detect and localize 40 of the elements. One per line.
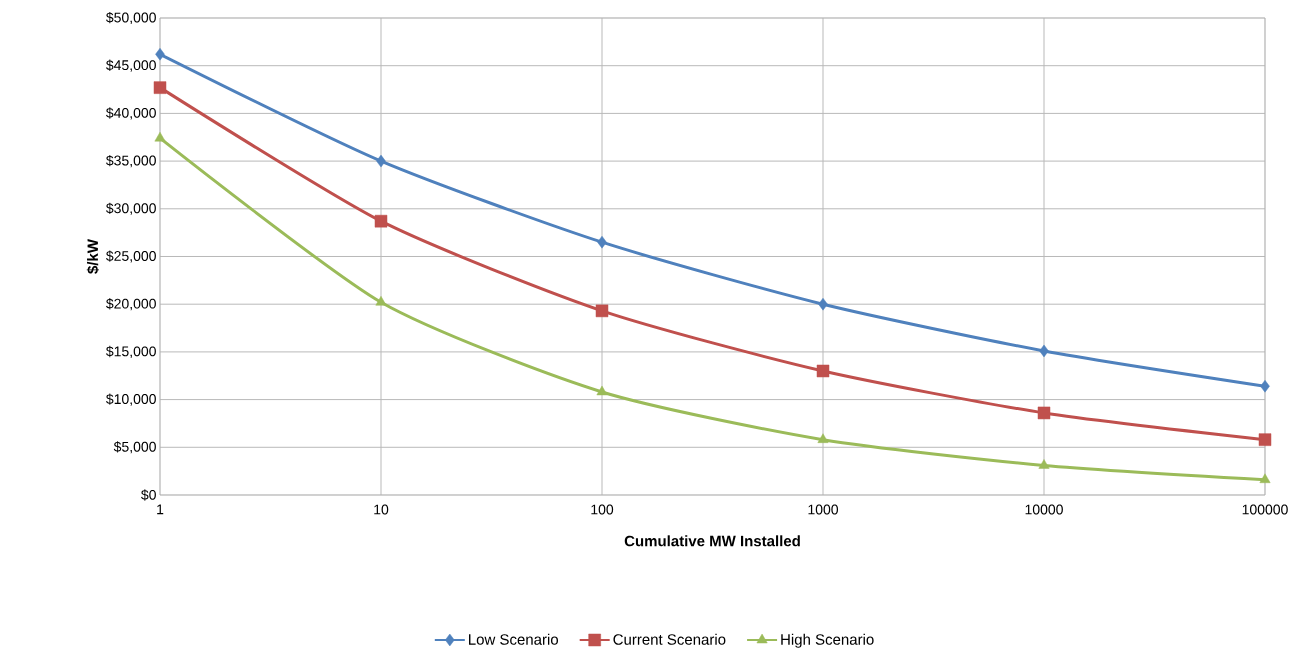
x-tick-label: 1 bbox=[157, 504, 164, 515]
x-axis-title: Cumulative MW Installed bbox=[624, 535, 800, 547]
point bbox=[817, 433, 829, 443]
point bbox=[375, 296, 387, 306]
x-tick-label: 100000 bbox=[1242, 504, 1288, 515]
y-tick-label: $45,000 bbox=[106, 59, 156, 72]
y-tick-label: $25,000 bbox=[106, 250, 156, 263]
point bbox=[376, 154, 386, 168]
point bbox=[1258, 433, 1272, 446]
x-tick-label: 10 bbox=[374, 504, 389, 515]
x-tick-label: 10000 bbox=[1025, 504, 1063, 515]
point bbox=[153, 81, 167, 94]
y-tick-label: $20,000 bbox=[106, 298, 156, 311]
point bbox=[154, 131, 166, 142]
point bbox=[1038, 459, 1050, 469]
y-tick-label: $40,000 bbox=[106, 107, 156, 120]
point bbox=[1039, 344, 1049, 358]
x-tick-label: 1000 bbox=[808, 504, 839, 515]
point bbox=[597, 235, 607, 249]
y-tick-label: $30,000 bbox=[106, 202, 156, 215]
legend-label: Current Scenario bbox=[613, 633, 726, 645]
point bbox=[374, 214, 388, 228]
y-tick-label: $50,000 bbox=[106, 11, 156, 25]
point bbox=[596, 385, 608, 396]
y-axis-title: $/kW bbox=[86, 239, 100, 274]
y-tick-label: $35,000 bbox=[106, 155, 156, 168]
y-tick-label: $10,000 bbox=[106, 393, 156, 406]
legend-label: Low Scenario bbox=[469, 633, 559, 645]
point bbox=[1037, 406, 1051, 420]
y-tick-label: $0 bbox=[141, 489, 156, 501]
legend-label: High Scenario bbox=[781, 633, 874, 648]
point bbox=[155, 48, 165, 61]
y-tick-label: $15,000 bbox=[106, 345, 156, 358]
x-tick-label: 100 bbox=[591, 504, 614, 515]
point bbox=[1260, 379, 1270, 393]
y-tick-label: $5,000 bbox=[113, 441, 156, 454]
point bbox=[1259, 473, 1271, 483]
point bbox=[816, 364, 830, 378]
point bbox=[818, 297, 828, 311]
point bbox=[595, 304, 609, 318]
